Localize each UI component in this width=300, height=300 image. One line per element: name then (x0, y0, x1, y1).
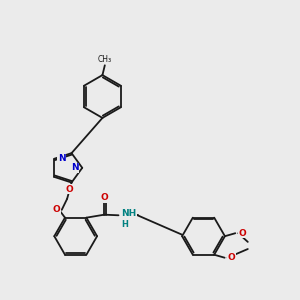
Text: O: O (238, 229, 246, 238)
Text: O: O (228, 253, 235, 262)
Text: N: N (71, 163, 79, 172)
Text: NH: NH (121, 209, 136, 218)
Text: CH₃: CH₃ (98, 55, 112, 64)
Text: O: O (100, 193, 108, 202)
Text: O: O (65, 185, 73, 194)
Text: O: O (52, 205, 60, 214)
Text: N: N (58, 154, 65, 163)
Text: H: H (122, 220, 128, 229)
